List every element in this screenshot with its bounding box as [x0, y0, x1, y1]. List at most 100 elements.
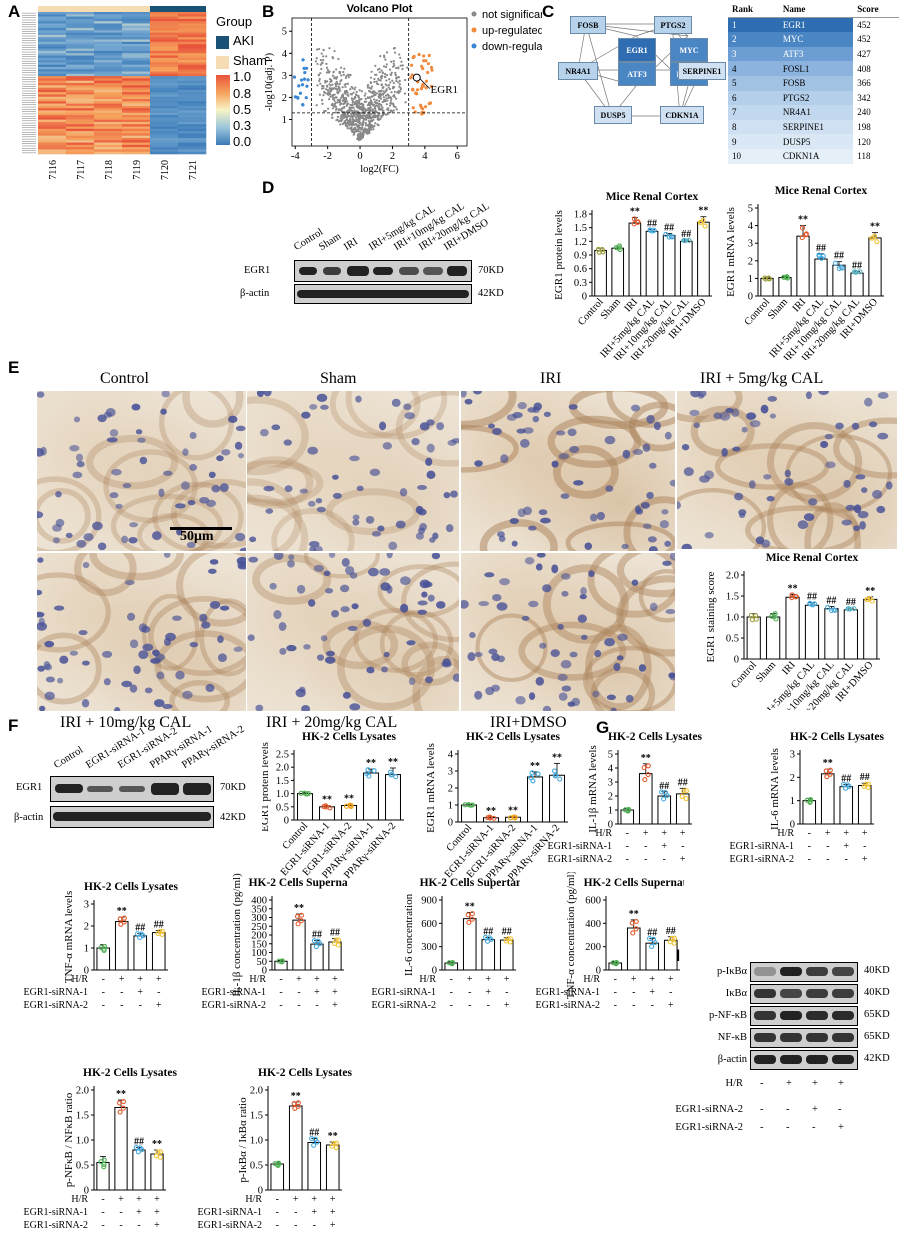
y-tick: 0.5: [76, 1161, 89, 1172]
rank-cell: ATF3: [778, 46, 854, 62]
y-tick: 0.9: [574, 251, 587, 262]
rank-row: 3 ATF3 427: [728, 46, 899, 62]
significance: **: [788, 583, 798, 594]
y-tick: 0: [84, 966, 89, 977]
scale-tick: 0.0: [233, 134, 252, 149]
condition-label: H/R: [71, 1194, 88, 1205]
data-point: [645, 771, 651, 778]
significance: **: [630, 207, 640, 218]
volcano-legend-item: up-regulated: [482, 25, 542, 37]
rank-cell: 452: [853, 17, 899, 33]
condition-sign: -: [102, 987, 105, 998]
scale-bar-label: 50μm: [180, 529, 214, 544]
legend-aki: AKI: [233, 33, 254, 48]
condition-sign: +: [862, 828, 868, 839]
data-point: [769, 613, 775, 619]
data-point: [825, 604, 831, 610]
y-tick: 1: [748, 274, 753, 285]
data-point: [295, 921, 301, 927]
bar: [657, 795, 672, 825]
data-point: [683, 788, 690, 794]
y-tick: 3: [448, 767, 453, 778]
y-tick: 0: [284, 816, 289, 827]
volcano-legend-item: not significant: [482, 9, 542, 21]
condition-sign: -: [450, 987, 453, 998]
rank-cell: CDKN1A: [778, 148, 854, 164]
significance: **: [865, 586, 875, 597]
bar: [461, 804, 477, 823]
condition-label: H/R: [777, 828, 794, 839]
bar: [270, 1163, 285, 1191]
condition-label: EGR1-siRNA-2: [730, 854, 794, 865]
data-point: [279, 959, 285, 965]
data-point: [507, 939, 513, 945]
y-tick: 2: [84, 922, 89, 933]
condition-sign: -: [626, 828, 629, 839]
data-point: [120, 1105, 126, 1111]
rank-cell: 1: [728, 17, 779, 33]
panel-label-a: A: [8, 2, 21, 21]
condition-sign: -: [786, 1104, 790, 1115]
blot-size: 40KD: [864, 987, 890, 998]
chart-title: Mice Renal Cortex: [606, 191, 699, 203]
condition-label: H/R: [71, 974, 88, 985]
data-point: [793, 594, 799, 600]
condition-sign: -: [505, 987, 508, 998]
data-point: [852, 269, 858, 275]
scale-tick: 0.3: [233, 118, 252, 133]
condition-sign: -: [313, 1220, 316, 1231]
condition-label: EGR1-siRNA-2: [548, 854, 612, 865]
significance: **: [344, 793, 354, 804]
condition-sign: +: [668, 1000, 674, 1011]
y-axis-label: EGR1 staining score: [705, 571, 717, 662]
condition-sign: +: [649, 974, 655, 985]
bar: [850, 272, 864, 297]
condition-sign: -: [450, 1000, 453, 1011]
bar: [133, 935, 148, 971]
bar: [527, 776, 543, 823]
significance: **: [530, 761, 540, 772]
data-point: [466, 802, 472, 808]
condition-sign: -: [468, 987, 471, 998]
data-point: [485, 938, 491, 944]
x-axis-label: log2(FC): [360, 164, 399, 175]
actin-blot: [50, 806, 214, 828]
sample-label: GSM1257119: [132, 160, 143, 180]
rank-cell: FOSL1: [778, 61, 854, 76]
bar: [114, 921, 129, 971]
condition-sign: -: [651, 1000, 654, 1011]
significance: **: [629, 909, 639, 920]
data-point: [388, 772, 394, 778]
condition-sign: +: [838, 1078, 844, 1089]
y-axis-label: EGR1 protein levels: [262, 742, 271, 832]
x-tick: 6: [455, 151, 460, 162]
data-point: [155, 1149, 161, 1155]
condition-sign: -: [294, 1220, 297, 1231]
y-tick: 0.3: [574, 278, 587, 289]
condition-sign: +: [154, 1194, 160, 1205]
y-tick: 4: [282, 49, 288, 60]
significance: **: [552, 752, 562, 763]
condition-sign: -: [826, 854, 829, 865]
condition-sign: -: [632, 1000, 635, 1011]
condition-label: EGR1-siRNA-2: [24, 1220, 88, 1231]
data-point: [600, 249, 606, 255]
condition-sign: -: [279, 1000, 282, 1011]
condition-label: H/R: [249, 974, 266, 985]
sample-label: GSM1257117: [76, 160, 87, 180]
data-point: [748, 612, 754, 619]
data-point: [302, 790, 308, 796]
condition-sign: -: [808, 841, 811, 852]
ihc-image: [36, 552, 248, 712]
data-point: [649, 943, 655, 950]
ihc-image: [246, 552, 460, 712]
condition-label: H/R: [595, 828, 612, 839]
bar: [814, 258, 828, 297]
rank-cell: 2: [728, 32, 779, 47]
rank-cell: 3: [728, 46, 779, 62]
significance: ##: [816, 243, 826, 254]
y-tick: 0: [596, 966, 601, 977]
network-node: FOSB: [570, 16, 606, 34]
bar: [645, 942, 660, 971]
rank-cell: 342: [853, 90, 899, 106]
